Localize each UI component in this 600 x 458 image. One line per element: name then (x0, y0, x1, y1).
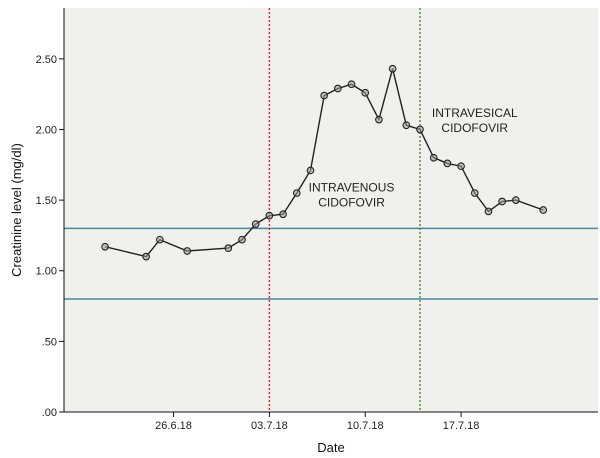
y-axis-title: Creatinine level (mg/dl) (9, 143, 24, 277)
annotation-label: INTRAVESICAL CIDOFOVIR (432, 106, 518, 135)
data-point (333, 84, 342, 93)
data-point (183, 247, 192, 255)
data-point (224, 244, 233, 252)
data-point (484, 207, 493, 216)
x-axis-title: Date (317, 440, 344, 455)
reference-lines (64, 8, 598, 412)
data-point (402, 121, 411, 130)
y-tick-label: .50 (42, 336, 57, 348)
x-tick-label: 26.6.18 (155, 420, 192, 432)
data-point (142, 252, 151, 261)
data-point (539, 206, 548, 214)
data-point (457, 162, 465, 171)
data-point (292, 189, 301, 197)
data-point (306, 166, 315, 175)
x-tick-label: 10.7.18 (347, 420, 384, 432)
y-tick-label: .00 (42, 407, 57, 419)
y-tick-label: 2.50 (36, 54, 57, 66)
plot-area (64, 8, 598, 412)
annotation-line: CIDOFOVIR (318, 196, 385, 210)
annotation-line: INTRAVENOUS (309, 181, 395, 195)
data-point (279, 210, 287, 219)
data-point (429, 153, 438, 162)
data-point (101, 242, 109, 251)
y-tick-label: 2.00 (36, 124, 57, 136)
y-tick-label: 1.50 (36, 195, 57, 207)
data-point (265, 211, 274, 220)
data-point (470, 189, 479, 197)
data-point (443, 159, 452, 168)
data-point (347, 80, 356, 89)
annotation-line: CIDOFOVIR (441, 121, 508, 135)
data-point (155, 235, 164, 244)
data-point (498, 197, 507, 206)
axes: .00 .50 1.00 1.50 2.00 2.50 26.6.18 03.7.18 10.7… (36, 8, 598, 432)
data-point (238, 235, 246, 244)
data-point (320, 91, 329, 100)
data-point (388, 64, 397, 73)
data-series (101, 64, 548, 261)
data-point (375, 115, 383, 124)
x-tick-label: 03.7.18 (251, 420, 288, 432)
data-point (251, 220, 260, 228)
data-point (361, 88, 370, 97)
data-point (416, 125, 424, 134)
annotation-label: INTRAVENOUS CIDOFOVIR (309, 181, 395, 210)
y-tick-label: 1.00 (36, 266, 57, 278)
x-tick-label: 17.7.18 (443, 420, 480, 432)
annotation-line: INTRAVESICAL (432, 106, 518, 120)
data-point (511, 196, 520, 204)
